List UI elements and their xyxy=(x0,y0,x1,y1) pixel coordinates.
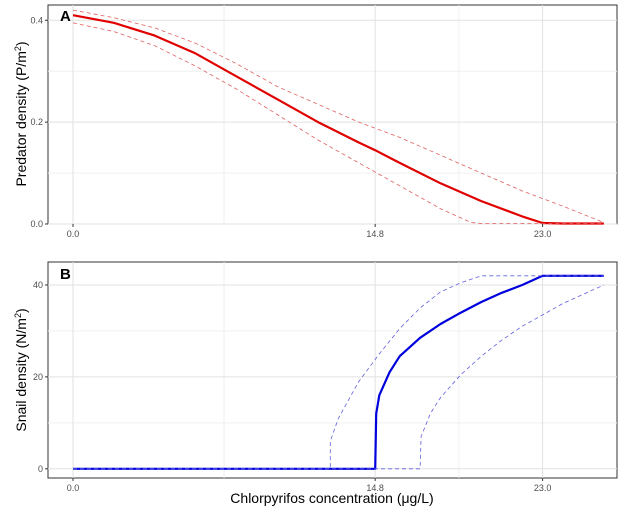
panel-a-x-tick-label: 14.8 xyxy=(366,229,384,239)
panel-a-ticks: 0.0 14.8 23.0 0.0 0.2 0.4 xyxy=(30,15,551,239)
panel-a-y-tick-label: 0.0 xyxy=(30,219,43,229)
panel-b-y-tick-label: 40 xyxy=(33,280,43,290)
panel-a-x-tick-label: 23.0 xyxy=(534,229,552,239)
panel-a-lines xyxy=(72,9,604,225)
panel-b-ci-upper-line xyxy=(73,275,604,470)
panel-b-y-tick-label: 20 xyxy=(33,372,43,382)
panel-b-ci-lower-line xyxy=(73,284,604,470)
panel-b-lines xyxy=(73,274,604,470)
panel-a-plot-area xyxy=(47,4,618,225)
panel-a-y-tick-label: 0.4 xyxy=(30,15,43,25)
panel-b-x-tick-label: 23.0 xyxy=(534,483,552,493)
panel-a-x-tick-label: 0.0 xyxy=(67,229,80,239)
panel-a-ci-upper-line xyxy=(72,9,604,223)
panel-a: 0.0 14.8 23.0 0.0 0.2 0.4 A Predator density … xyxy=(13,4,618,239)
panel-a-y-tick-label: 0.2 xyxy=(30,117,43,127)
panel-a-y-axis-label: Predator density (P/m2) xyxy=(13,41,29,186)
panel-b-ticks: 0.0 14.8 23.0 0 20 40 xyxy=(33,280,551,493)
x-axis-label: Chlorpyrifos concentration (μg/L) xyxy=(230,490,433,506)
panel-a-ci-lower-line xyxy=(72,22,604,224)
panel-a-label: A xyxy=(60,8,71,25)
panel-b-y-axis-label: Snail density (N/m2) xyxy=(13,308,29,431)
panel-a-grid xyxy=(48,5,617,225)
panel-b-y-tick-label: 0 xyxy=(38,464,43,474)
panel-b-plot-area xyxy=(47,261,618,479)
panel-b-x-tick-label: 0.0 xyxy=(67,483,80,493)
panel-b-x-tick-label: 14.8 xyxy=(366,483,384,493)
panel-b-label: B xyxy=(60,266,71,283)
